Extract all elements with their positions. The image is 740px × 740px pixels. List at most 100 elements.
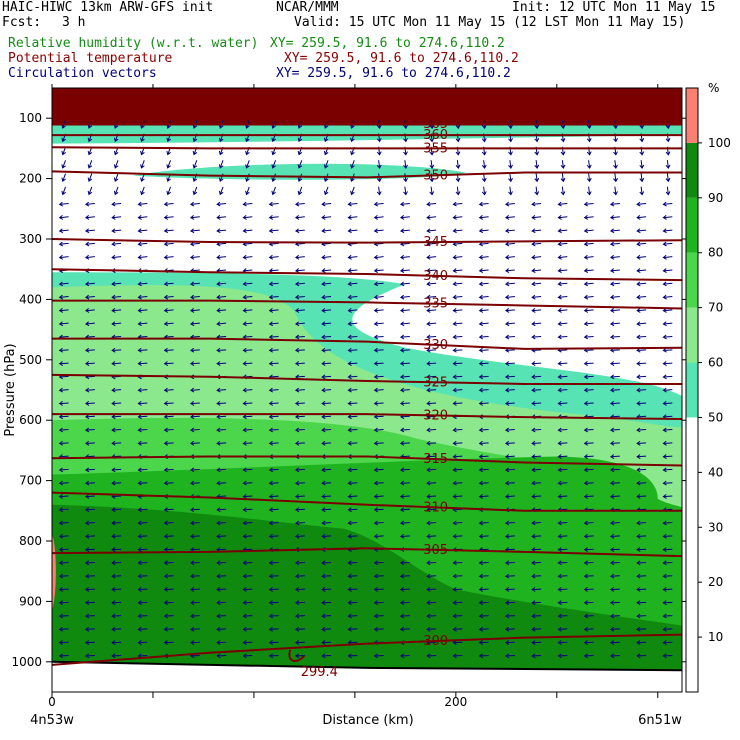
circulation-vector [636, 520, 647, 526]
circulation-vector [242, 401, 253, 406]
circulation-vector [426, 507, 437, 513]
circulation-vector [583, 228, 594, 234]
y-tick-label: 700 [19, 474, 42, 488]
y-tick-label: 400 [19, 292, 42, 306]
circulation-vector [137, 533, 148, 539]
circulation-vector [636, 547, 647, 552]
circulation-vector [347, 414, 358, 420]
circulation-vector [163, 215, 174, 220]
circulation-vector [613, 173, 618, 183]
theta-contour-310 [51, 491, 682, 512]
colorbar-swatch [686, 472, 698, 528]
circulation-vector [504, 427, 515, 433]
circulation-vector [111, 254, 122, 260]
circulation-vector [662, 294, 673, 300]
center-name: NCAR/MMM [276, 0, 339, 15]
x-tick-label: 0 [48, 695, 56, 709]
circulation-vector [113, 173, 119, 182]
circulation-vector [636, 480, 647, 486]
circulation-vector [478, 308, 489, 313]
circulation-vector [294, 201, 305, 207]
circulation-vector [504, 560, 515, 566]
circulation-vector [452, 480, 463, 486]
circulation-vector [294, 361, 305, 366]
circulation-vector [216, 560, 227, 566]
circulation-vector [557, 547, 568, 552]
circulation-vector [189, 321, 200, 327]
circulation-vector [163, 533, 174, 539]
circulation-vector [478, 520, 489, 526]
circulation-vector [609, 533, 620, 539]
circulation-vector [189, 361, 200, 366]
circulation-vector [665, 186, 671, 196]
circulation-vector [504, 308, 515, 313]
colorbar-swatch [686, 252, 698, 308]
circulation-vector [216, 587, 227, 592]
circulation-vector [58, 308, 69, 313]
circulation-vector [321, 334, 332, 340]
circulation-vector [347, 334, 358, 340]
circulation-vector [557, 494, 568, 499]
valid-time: Valid: 15 UTC Mon 11 May 15 (12 LST Mon … [294, 15, 686, 30]
theta-label-320: 320 [423, 408, 448, 423]
circulation-vector [87, 160, 93, 169]
circulation-vector [478, 201, 489, 207]
circulation-vector [111, 533, 122, 539]
circulation-vector [478, 215, 489, 220]
circulation-vector [609, 254, 620, 260]
field-vec-name: Circulation vectors [8, 66, 157, 81]
circulation-vector [137, 387, 148, 393]
circulation-vector [163, 520, 174, 526]
circulation-vector [609, 547, 620, 552]
circulation-vector [662, 454, 673, 459]
circulation-vector [347, 507, 358, 513]
circulation-vector [636, 374, 647, 380]
circulation-vector [58, 401, 69, 406]
circulation-vector [583, 254, 594, 260]
circulation-vector [84, 626, 95, 632]
circulation-vector [478, 228, 489, 234]
circulation-vector [84, 241, 95, 247]
circulation-vector [455, 160, 461, 169]
colorbar-tick-label: 20 [708, 575, 723, 589]
circulation-vector [636, 653, 647, 659]
circulation-vector [478, 480, 489, 486]
circulation-vector [294, 520, 305, 526]
circulation-vector [426, 467, 437, 473]
field-rh-name: Relative humidity (w.r.t. water) [8, 36, 259, 51]
circulation-vector [429, 160, 435, 169]
circulation-vector [426, 361, 437, 366]
colorbar-swatch [686, 142, 698, 198]
circulation-vector [113, 186, 119, 196]
circulation-vector [61, 160, 66, 169]
circulation-vector [609, 201, 620, 207]
circulation-vector [399, 653, 410, 659]
circulation-vector [636, 560, 647, 566]
circulation-vector [531, 294, 542, 300]
circulation-vector [137, 361, 148, 366]
circulation-vector [61, 146, 66, 156]
circulation-vector [609, 613, 620, 619]
circulation-vector [140, 173, 145, 182]
circulation-vector [504, 268, 515, 273]
circulation-vector [166, 160, 171, 169]
circulation-vector [662, 228, 673, 234]
circulation-vector [84, 573, 95, 579]
circulation-vector [609, 560, 620, 566]
circulation-vector [426, 308, 437, 313]
circulation-vector [347, 520, 358, 526]
circulation-vector [478, 613, 489, 619]
circulation-vector [294, 294, 305, 300]
circulation-vector [294, 573, 305, 579]
circulation-vector [84, 294, 95, 300]
circulation-vector [373, 308, 384, 313]
circulation-vector [399, 308, 410, 313]
circulation-vector [609, 387, 620, 393]
circulation-vector [478, 241, 489, 247]
circulation-vector [455, 186, 461, 196]
circulation-vector [163, 587, 174, 592]
circulation-vector [399, 587, 410, 592]
circulation-vector [373, 334, 384, 340]
colorbar-unit: % [708, 81, 719, 95]
circulation-vector [268, 294, 279, 300]
